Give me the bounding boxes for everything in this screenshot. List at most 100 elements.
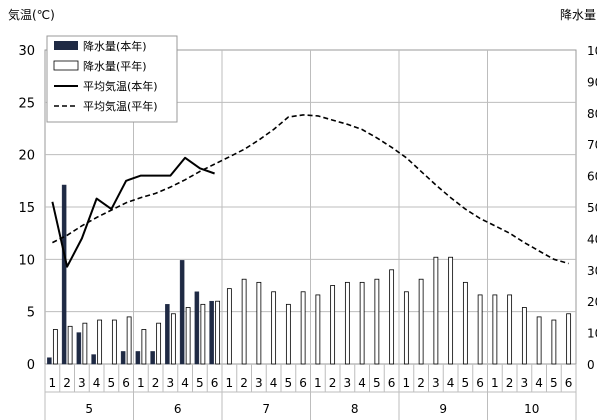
y-tick-left: 30 — [18, 44, 35, 59]
bar-precip-this-year — [135, 351, 141, 365]
y-tick-right: 10 — [587, 327, 597, 341]
bar-precip-normal — [300, 291, 306, 365]
y-tick-right: 20 — [587, 295, 597, 309]
x-tick-pentad: 6 — [565, 376, 573, 390]
bar-precip-normal — [462, 281, 468, 365]
y-tick-right: 90 — [587, 75, 597, 89]
bar-precip-normal — [492, 294, 498, 365]
y-tick-right: 60 — [587, 170, 597, 184]
x-tick-pentad: 4 — [181, 376, 189, 390]
bar-precip-normal — [551, 319, 557, 365]
bar-precip-this-year — [194, 291, 200, 365]
y-tick-left: 10 — [18, 253, 35, 268]
bar-precip-this-year — [209, 300, 214, 365]
bar-precip-normal — [359, 281, 365, 365]
bar-precip-normal — [170, 313, 176, 365]
x-tick-pentad: 4 — [93, 376, 101, 390]
y-tick-right: 100 — [587, 44, 597, 58]
bar-precip-this-year — [47, 357, 52, 365]
bar-precip-this-year — [120, 351, 126, 365]
bar-precip-normal — [67, 325, 73, 365]
bar-precip-normal — [52, 329, 58, 365]
line-temp-normal — [52, 114, 569, 265]
bar-precip-normal — [448, 256, 454, 365]
x-tick-month: 9 — [439, 402, 447, 416]
x-tick-pentad: 4 — [358, 376, 366, 390]
bar-precip-normal — [374, 278, 380, 365]
bar-precip-this-year — [76, 332, 82, 365]
x-tick-pentad: 6 — [122, 376, 130, 390]
y-tick-left: 0 — [27, 358, 35, 373]
bar-precip-this-year — [165, 304, 170, 365]
x-tick-pentad: 1 — [137, 376, 145, 390]
x-tick-pentad: 3 — [344, 376, 352, 390]
x-tick-pentad: 5 — [550, 376, 558, 390]
bar-precip-normal — [200, 303, 206, 365]
bar-precip-normal — [215, 300, 221, 365]
x-tick-pentad: 2 — [240, 376, 248, 390]
y-tick-left: 15 — [18, 201, 35, 216]
x-tick-pentad: 2 — [329, 376, 337, 390]
bar-precip-this-year — [91, 354, 96, 365]
bar-precip-this-year — [179, 260, 185, 365]
legend-swatch-precip-normal — [53, 60, 79, 71]
bar-precip-normal — [156, 322, 162, 365]
x-tick-pentad: 5 — [196, 376, 204, 390]
x-tick-month: 10 — [524, 402, 539, 416]
x-tick-pentad: 2 — [417, 376, 425, 390]
y-tick-right: 30 — [587, 264, 597, 278]
x-tick-pentad: 1 — [403, 376, 411, 390]
x-tick-pentad: 4 — [447, 376, 455, 390]
bar-precip-normal — [403, 291, 409, 365]
bar-precip-normal — [344, 281, 350, 365]
bar-precip-normal — [418, 278, 424, 365]
bar-precip-normal — [433, 256, 439, 365]
x-tick-pentad: 2 — [506, 376, 514, 390]
legend-label-temp-normal: 平均気温(平年) — [83, 99, 158, 113]
x-tick-pentad: 1 — [226, 376, 234, 390]
x-tick-pentad: 5 — [108, 376, 116, 390]
x-tick-pentad: 2 — [152, 376, 160, 390]
x-tick-pentad: 3 — [78, 376, 86, 390]
y-axis-left-title: 気温(℃) — [8, 8, 55, 22]
x-tick-month: 5 — [85, 402, 93, 416]
bar-precip-normal — [330, 285, 336, 365]
x-tick-pentad: 1 — [491, 376, 499, 390]
legend-label-precip-this-year: 降水量(本年) — [83, 39, 147, 53]
x-tick-pentad: 4 — [535, 376, 543, 390]
x-tick-pentad: 6 — [388, 376, 396, 390]
legend-box — [46, 35, 178, 123]
bar-precip-normal — [315, 294, 321, 365]
x-tick-pentad: 6 — [299, 376, 307, 390]
bar-precip-normal — [82, 322, 88, 365]
bar-precip-normal — [566, 313, 572, 365]
y-tick-left: 25 — [18, 96, 35, 111]
bar-precip-normal — [97, 319, 103, 365]
bar-precip-normal — [226, 288, 232, 365]
y-tick-right: 80 — [587, 107, 597, 121]
x-tick-pentad: 4 — [270, 376, 278, 390]
bar-precip-normal — [285, 303, 291, 365]
bar-precip-normal — [389, 269, 395, 365]
bar-precip-normal — [271, 291, 277, 365]
x-tick-month: 8 — [351, 402, 359, 416]
x-tick-pentad: 3 — [255, 376, 263, 390]
x-tick-month: 7 — [262, 402, 270, 416]
legend-label-temp-this-year: 平均気温(本年) — [83, 79, 158, 93]
x-tick-pentad: 1 — [314, 376, 322, 390]
bar-precip-normal — [141, 329, 147, 365]
bar-precip-normal — [185, 307, 191, 365]
y-tick-right: 0 — [587, 358, 595, 372]
bar-precip-normal — [536, 316, 542, 365]
bar-precip-normal — [521, 307, 527, 365]
y-tick-left: 20 — [18, 149, 35, 164]
y-tick-right: 70 — [587, 138, 597, 152]
bar-precip-normal — [256, 281, 262, 365]
x-tick-pentad: 3 — [432, 376, 440, 390]
bar-precip-normal — [241, 278, 247, 365]
bar-precip-normal — [126, 316, 132, 365]
x-tick-pentad: 5 — [285, 376, 293, 390]
y-tick-right: 40 — [587, 232, 597, 246]
x-tick-pentad: 6 — [476, 376, 484, 390]
